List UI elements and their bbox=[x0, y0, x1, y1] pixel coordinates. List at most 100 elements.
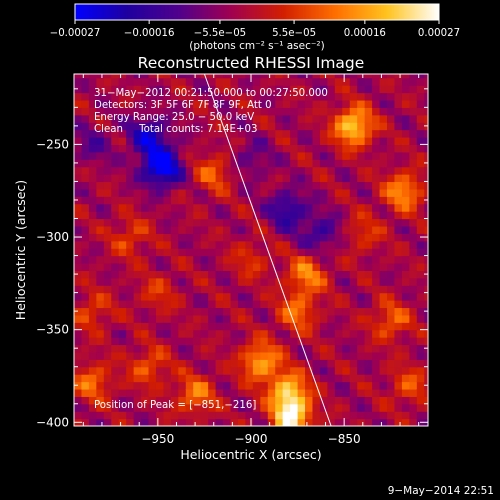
heatmap-cell bbox=[334, 292, 343, 301]
heatmap-cell bbox=[96, 240, 105, 249]
heatmap-cell bbox=[297, 107, 306, 116]
heatmap-cell bbox=[170, 188, 179, 197]
heatmap-cell bbox=[290, 159, 299, 168]
heatmap-cell bbox=[401, 174, 410, 183]
heatmap-cell bbox=[290, 85, 299, 94]
heatmap-cell bbox=[387, 240, 396, 249]
heatmap-cell bbox=[260, 240, 269, 249]
heatmap-cell bbox=[342, 122, 351, 131]
heatmap-cell bbox=[133, 107, 142, 116]
heatmap-cell bbox=[305, 322, 314, 331]
heatmap-cell bbox=[200, 188, 209, 197]
heatmap-cell bbox=[111, 359, 120, 368]
heatmap-cell bbox=[215, 381, 224, 390]
heatmap-cell bbox=[416, 351, 425, 360]
heatmap-cell bbox=[379, 359, 388, 368]
heatmap-cell bbox=[245, 218, 254, 227]
heatmap-cell bbox=[267, 114, 276, 123]
heatmap-cell bbox=[319, 77, 328, 86]
heatmap-cell bbox=[319, 366, 328, 375]
heatmap-cell bbox=[245, 136, 254, 145]
heatmap-cell bbox=[163, 144, 172, 153]
heatmap-cell bbox=[275, 122, 284, 131]
heatmap-cell bbox=[126, 344, 135, 353]
heatmap-cell bbox=[275, 381, 284, 390]
heatmap-cell bbox=[319, 292, 328, 301]
heatmap-cell bbox=[290, 248, 299, 257]
heatmap-cell bbox=[163, 136, 172, 145]
heatmap-cell bbox=[379, 233, 388, 242]
heatmap-cell bbox=[401, 107, 410, 116]
heatmap-cell bbox=[282, 211, 291, 220]
heatmap-cell bbox=[208, 270, 217, 279]
heatmap-cell bbox=[252, 248, 261, 257]
heatmap-cell bbox=[349, 418, 358, 426]
heatmap-cell bbox=[111, 366, 120, 375]
heatmap-cell bbox=[111, 418, 120, 426]
heatmap-cell bbox=[305, 300, 314, 309]
heatmap-cell bbox=[267, 74, 276, 79]
heatmap-cell bbox=[141, 270, 150, 279]
heatmap-cell bbox=[74, 381, 83, 390]
heatmap-cell bbox=[416, 92, 425, 101]
heatmap-cell bbox=[208, 74, 217, 79]
heatmap-cell bbox=[319, 151, 328, 160]
heatmap-cell bbox=[312, 396, 321, 405]
heatmap-cell bbox=[401, 122, 410, 131]
heatmap-cell bbox=[416, 248, 425, 257]
heatmap-cell bbox=[260, 218, 269, 227]
heatmap-cell bbox=[163, 159, 172, 168]
heatmap-cell bbox=[81, 396, 90, 405]
heatmap-cell bbox=[88, 344, 97, 353]
heatmap-cell bbox=[342, 292, 351, 301]
heatmap-cell bbox=[357, 114, 366, 123]
heatmap-cell bbox=[118, 166, 127, 175]
heatmap-cell bbox=[342, 114, 351, 123]
heatmap-cell bbox=[155, 181, 165, 190]
heatmap-cell bbox=[223, 270, 232, 279]
heatmap-cell bbox=[200, 77, 209, 86]
heatmap-cell bbox=[401, 270, 410, 279]
heatmap-cell bbox=[223, 351, 232, 360]
heatmap-cell bbox=[267, 166, 276, 175]
colorbar-tick-label: −0.00016 bbox=[124, 28, 175, 39]
heatmap-cell bbox=[215, 151, 224, 160]
heatmap-cell bbox=[327, 396, 336, 405]
heatmap-cell bbox=[155, 136, 165, 145]
heatmap-cell bbox=[111, 300, 120, 309]
heatmap-cell bbox=[88, 314, 97, 323]
heatmap-cell bbox=[215, 99, 224, 108]
heatmap-cell bbox=[237, 307, 247, 316]
heatmap-cell bbox=[409, 225, 418, 234]
heatmap-cell bbox=[118, 351, 127, 360]
heatmap-cell bbox=[379, 196, 388, 205]
heatmap-cell bbox=[141, 166, 150, 175]
heatmap-cell bbox=[118, 411, 127, 420]
colorbar-tick-label: 0.00016 bbox=[344, 28, 386, 39]
heatmap-cell bbox=[133, 74, 142, 79]
heatmap-cell bbox=[260, 196, 269, 205]
heatmap-cell bbox=[178, 122, 187, 131]
heatmap-cell bbox=[163, 374, 172, 383]
heatmap-cell bbox=[424, 277, 428, 286]
heatmap-cell bbox=[267, 374, 276, 383]
heatmap-cell bbox=[133, 277, 142, 286]
heatmap-cell bbox=[170, 418, 179, 426]
heatmap-cell bbox=[74, 77, 83, 86]
heatmap-cell bbox=[275, 248, 284, 257]
heatmap-cell bbox=[401, 151, 410, 160]
heatmap-cell bbox=[133, 181, 142, 190]
heatmap-cell bbox=[401, 307, 410, 316]
heatmap-cell bbox=[387, 292, 396, 301]
heatmap-cell bbox=[200, 351, 209, 360]
heatmap-cell bbox=[170, 262, 179, 271]
heatmap-cell bbox=[118, 203, 127, 212]
heatmap-cell bbox=[349, 255, 358, 264]
heatmap-cell bbox=[334, 188, 343, 197]
heatmap-cell bbox=[200, 262, 209, 271]
heatmap-cell bbox=[260, 144, 269, 153]
heatmap-cell bbox=[416, 74, 425, 79]
heatmap-cell bbox=[223, 300, 232, 309]
heatmap-cell bbox=[409, 122, 418, 131]
heatmap-cell bbox=[297, 129, 306, 138]
